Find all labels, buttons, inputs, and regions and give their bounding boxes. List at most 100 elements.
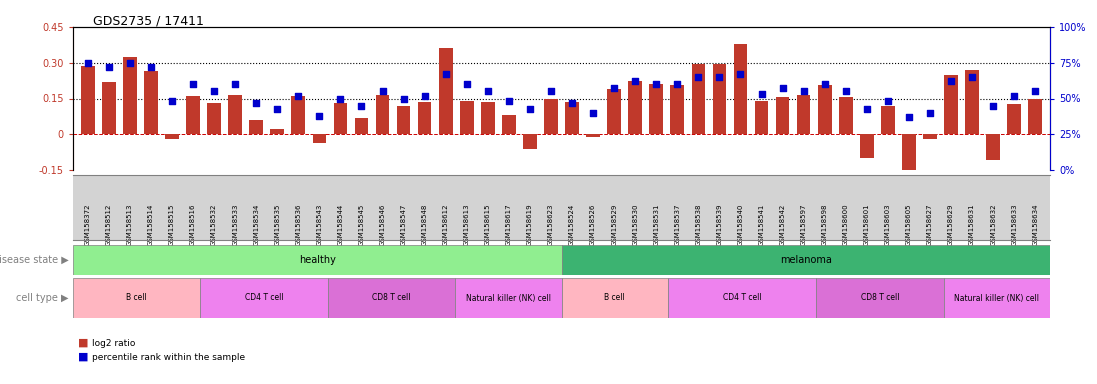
Bar [986, 134, 1000, 161]
Bar [455, 278, 562, 318]
Point [374, 88, 392, 94]
Bar [945, 74, 958, 134]
Bar [123, 57, 137, 134]
Bar [544, 99, 557, 134]
Point [585, 110, 602, 116]
Point [205, 88, 223, 94]
Point [901, 114, 918, 120]
Bar [292, 96, 305, 134]
Text: B cell: B cell [126, 293, 147, 303]
Bar [375, 95, 389, 134]
Point [563, 100, 580, 106]
Text: CD4 T cell: CD4 T cell [245, 293, 283, 303]
Bar [228, 95, 242, 134]
Text: disease state ▶: disease state ▶ [0, 255, 69, 265]
Point [479, 88, 497, 94]
Bar [102, 82, 115, 134]
Point [353, 103, 371, 109]
Bar [480, 102, 495, 134]
Point [921, 110, 939, 116]
Bar [73, 245, 562, 275]
Point [395, 96, 412, 102]
Bar [562, 278, 668, 318]
Point [795, 88, 813, 94]
Bar [943, 278, 1050, 318]
Bar [839, 97, 852, 134]
Bar [668, 278, 816, 318]
Point [858, 106, 875, 112]
Bar [881, 106, 895, 134]
Bar [1007, 104, 1021, 134]
Bar [328, 278, 455, 318]
Text: GDS2735 / 17411: GDS2735 / 17411 [93, 15, 204, 28]
Point [457, 81, 475, 87]
Point [290, 93, 307, 99]
Point [100, 64, 117, 70]
Bar [1028, 99, 1042, 134]
Bar [313, 134, 326, 142]
Point [331, 96, 349, 102]
Point [184, 81, 202, 87]
Bar [670, 85, 685, 134]
Text: ■: ■ [78, 338, 89, 348]
Point [837, 88, 855, 94]
Bar [523, 134, 536, 149]
Text: percentile rank within the sample: percentile rank within the sample [92, 353, 246, 361]
Bar [460, 101, 474, 134]
Bar [816, 278, 943, 318]
Bar [397, 106, 410, 134]
Bar [734, 44, 747, 134]
Point [416, 93, 433, 99]
Point [248, 100, 265, 106]
Bar [418, 102, 431, 134]
Bar [270, 129, 284, 134]
Bar [166, 134, 179, 139]
Text: CD8 T cell: CD8 T cell [372, 293, 411, 303]
Text: CD8 T cell: CD8 T cell [861, 293, 900, 303]
Text: CD4 T cell: CD4 T cell [723, 293, 761, 303]
Bar [562, 245, 1050, 275]
Text: cell type ▶: cell type ▶ [16, 293, 69, 303]
Text: Natural killer (NK) cell: Natural killer (NK) cell [954, 293, 1039, 303]
Bar [796, 95, 811, 134]
Bar [860, 134, 873, 158]
Point [163, 98, 181, 104]
Point [226, 81, 244, 87]
Point [690, 74, 708, 80]
Bar [354, 118, 369, 134]
Point [942, 78, 960, 84]
Text: healthy: healthy [298, 255, 336, 265]
Bar [608, 89, 621, 134]
Bar [818, 85, 832, 134]
Bar [965, 70, 979, 134]
Point [310, 113, 328, 119]
Point [121, 60, 138, 66]
Point [269, 106, 286, 112]
Text: B cell: B cell [604, 293, 625, 303]
Text: ■: ■ [78, 352, 89, 362]
Bar [649, 84, 663, 134]
Point [963, 74, 981, 80]
Bar [924, 134, 937, 139]
Point [143, 64, 160, 70]
Bar [73, 278, 201, 318]
Point [626, 78, 644, 84]
Bar [249, 120, 263, 134]
Bar [207, 103, 220, 134]
Point [542, 88, 559, 94]
Point [437, 71, 454, 77]
Bar [333, 103, 348, 134]
Point [1006, 93, 1024, 99]
Bar [691, 64, 705, 134]
Bar [201, 278, 328, 318]
Bar [586, 134, 600, 137]
Point [647, 81, 665, 87]
Point [79, 60, 97, 66]
Point [984, 103, 1002, 109]
Bar [439, 48, 453, 134]
Text: Natural killer (NK) cell: Natural killer (NK) cell [466, 293, 551, 303]
Point [816, 81, 834, 87]
Point [606, 85, 623, 91]
Bar [776, 97, 790, 134]
Bar [81, 66, 94, 134]
